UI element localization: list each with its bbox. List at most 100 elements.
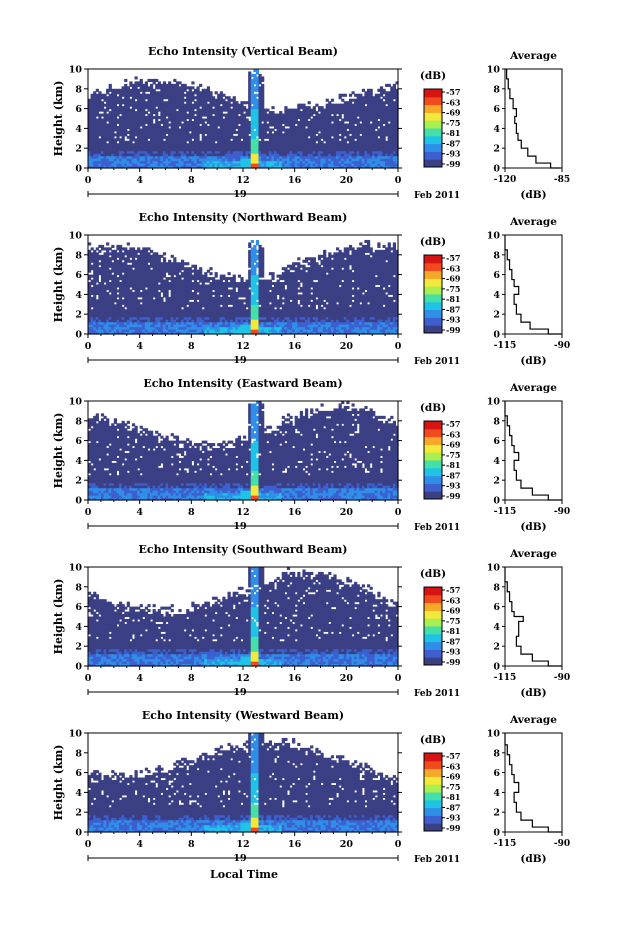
heatmap-cell [188, 316, 192, 320]
heatmap-cell [294, 125, 298, 129]
heatmap-cell [351, 128, 355, 132]
heatmap-cell [131, 108, 136, 112]
heatmap-cell [336, 138, 340, 142]
heatmap-cell [186, 321, 190, 325]
heatmap-cell [263, 145, 267, 149]
heatmap-cell [150, 86, 154, 90]
heatmap-cell [126, 108, 130, 112]
heatmap-cell [367, 123, 371, 127]
heatmap-cell [88, 257, 92, 261]
heatmap-cell [152, 128, 156, 132]
heatmap-cell [379, 88, 384, 92]
heatmap-cell [385, 101, 389, 105]
heatmap-cell [93, 257, 97, 261]
heatmap-cell [160, 316, 164, 320]
heatmap-cell [307, 125, 311, 129]
heatmap-cell [217, 93, 221, 97]
heatmap-cell [268, 153, 273, 157]
heatmap-cell [173, 108, 177, 112]
heatmap-cell [129, 111, 133, 115]
heatmap-cell [209, 163, 213, 167]
heatmap-cell [173, 272, 177, 276]
heatmap-cell [155, 294, 159, 298]
heatmap-cell [95, 319, 99, 323]
heatmap-cell [144, 116, 149, 120]
heatmap-cell [356, 125, 360, 129]
heatmap-cell [88, 296, 92, 300]
heatmap-cell [361, 125, 366, 129]
heatmap-cell [297, 111, 301, 115]
heatmap-cell [199, 314, 203, 318]
heatmap-cell [204, 316, 208, 320]
heatmap-cell [88, 306, 92, 310]
heatmap-cell [121, 277, 125, 281]
heatmap-cell [312, 150, 316, 154]
colorbar-tick-label: -69 [446, 108, 461, 118]
heatmap-cell [387, 130, 391, 134]
heatmap-cell [186, 125, 190, 129]
heatmap-cell [100, 257, 105, 261]
heatmap-cell [88, 277, 92, 281]
heatmap-cell [186, 329, 190, 333]
heatmap-cell [297, 125, 301, 129]
heatmap-cell [90, 291, 94, 295]
heatmap-cell [312, 118, 316, 122]
heatmap-cell [354, 125, 358, 129]
heatmap-cell [124, 269, 128, 273]
heatmap-cell [160, 133, 164, 137]
heatmap-cell [147, 264, 151, 268]
heatmap-cell [374, 98, 378, 102]
heatmap-cell [201, 88, 205, 92]
heatmap-cell [323, 143, 327, 147]
heatmap-cell [268, 165, 273, 169]
heatmap-cell [305, 163, 309, 167]
heatmap-cell [175, 326, 180, 330]
heatmap-cell [364, 150, 368, 154]
heatmap-cell [100, 135, 105, 139]
heatmap-cell [222, 123, 226, 127]
heatmap-cell [258, 96, 262, 100]
heatmap-cell [305, 108, 309, 112]
heatmap-cell [129, 143, 133, 147]
heatmap-cell [204, 160, 208, 164]
heatmap-cell [175, 113, 180, 117]
heatmap-cell [152, 138, 156, 142]
heatmap-cell [129, 277, 133, 281]
heatmap-cell [351, 103, 355, 107]
heatmap-cell [150, 120, 154, 125]
heatmap-cell [113, 150, 118, 154]
heatmap-cell [372, 116, 376, 120]
heatmap-cell [137, 106, 141, 110]
heatmap-cell [188, 277, 192, 281]
heatmap-cell [93, 155, 97, 159]
heatmap-cell [100, 254, 105, 258]
heatmap-cell [142, 306, 146, 310]
heatmap-cell [162, 113, 167, 117]
heatmap-cell [258, 76, 262, 80]
heatmap-cell [131, 277, 136, 281]
heatmap-cell [155, 319, 159, 323]
heatmap-cell [338, 111, 342, 115]
heatmap-cell [395, 135, 399, 139]
heatmap-cell [390, 128, 394, 132]
heatmap-cell [323, 108, 327, 112]
heatmap-cell [364, 143, 368, 147]
heatmap-cell [160, 140, 164, 144]
heatmap-cell [188, 101, 192, 105]
heatmap-cell [227, 96, 231, 100]
heatmap-cell [108, 304, 112, 308]
heatmap-cell [346, 101, 350, 105]
heatmap-cell [126, 88, 130, 92]
heatmap-cell [157, 314, 161, 318]
heatmap-cell [354, 98, 358, 102]
heatmap-cell [178, 91, 182, 95]
heatmap-cell [392, 133, 397, 137]
heatmap-cell [188, 88, 192, 92]
heatmap-cell [147, 274, 151, 278]
heatmap-cell [113, 254, 118, 258]
heatmap-cell [121, 148, 125, 152]
heatmap-cell [379, 160, 384, 164]
heatmap-cell [95, 304, 99, 308]
heatmap-cell [95, 311, 99, 315]
heatmap-cell [98, 113, 102, 117]
